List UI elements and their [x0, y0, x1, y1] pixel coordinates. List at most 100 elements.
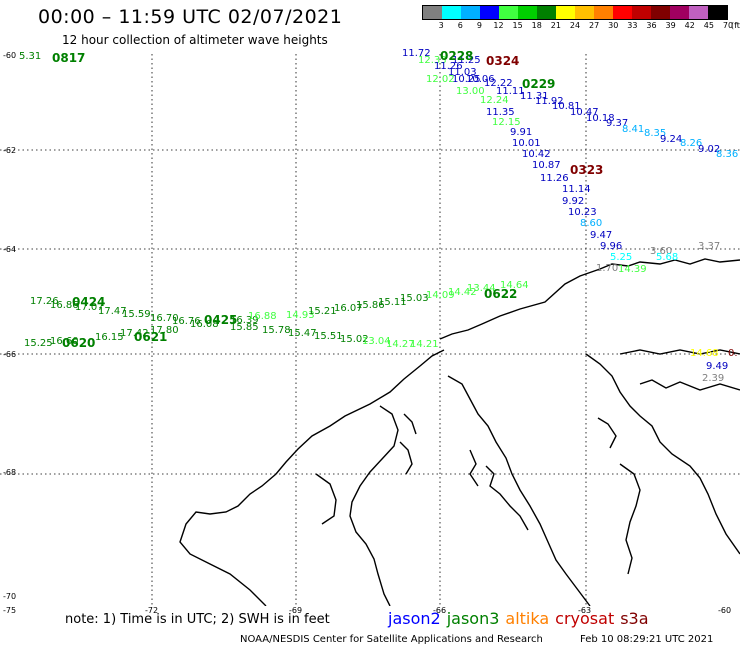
swh-value-label: 8.36 [716, 149, 739, 160]
swh-value-label: 13.04 [362, 336, 391, 347]
swh-value-label: 9.47 [590, 230, 613, 241]
swh-value-label: 17.26 [30, 296, 59, 307]
colorbar-swatch [499, 6, 518, 19]
colorbar-swatch [556, 6, 575, 19]
swh-value-label: 17.42 [120, 328, 149, 339]
generated-timestamp: Feb 10 08:29:21 UTC 2021 [580, 634, 714, 645]
satellite-legend-item: jason3 [446, 609, 500, 628]
swh-value-label: 12.22 [484, 78, 513, 89]
colorbar-swatch [518, 6, 537, 19]
swh-value-label: 10.25 [452, 74, 481, 85]
swh-value-label: 9.96 [600, 241, 623, 252]
satellite-legend-item: jason2 [388, 609, 441, 628]
swh-value-label: 16.76 [172, 316, 201, 327]
swh-value-label: 12.02 [426, 74, 455, 85]
swh-value-label: 15.51 [314, 331, 343, 342]
swh-value-label: 15.47 [288, 328, 317, 339]
lat-label: -70 [3, 592, 17, 601]
colorbar-tick: 42 [684, 21, 695, 30]
swh-value-label: 10.81 [552, 101, 581, 112]
pass-time-label: 0425 [204, 313, 238, 327]
lat-label: -68 [3, 468, 17, 477]
swh-value-label: 9.02 [698, 144, 721, 155]
satellite-legend-item: s3a [620, 609, 649, 628]
swh-value-label: 11.14 [562, 184, 591, 195]
swh-value-label: 10.18 [586, 113, 615, 124]
colorbar-swatch [480, 6, 499, 19]
swh-value-label: 10.23 [568, 207, 597, 218]
swh-value-label: 15.03 [400, 293, 429, 304]
swh-value-label: 1.70 [596, 263, 619, 274]
credit-line: NOAA/NESDIS Center for Satellite Applica… [240, 634, 543, 645]
lon-label: -69 [289, 606, 303, 615]
lat-label: -66 [3, 350, 17, 359]
swh-value-label: 12.24 [480, 95, 509, 106]
swh-value-label: 14.09 [426, 290, 455, 301]
colorbar-swatch [632, 6, 651, 19]
swh-value-label: 10.42 [522, 149, 551, 160]
colorbar-tick: 18 [531, 21, 542, 30]
swh-value-label: 16.60 [50, 336, 79, 347]
graticule [0, 54, 740, 606]
swh-value-label: 14.21 [410, 339, 439, 350]
swh-value-label: 14.42 [448, 287, 477, 298]
swh-value-label: 11.92 [535, 96, 564, 107]
swh-value-label: 16.70 [150, 313, 179, 324]
footnote: note: 1) Time is in UTC; 2) SWH is in fe… [65, 612, 330, 627]
swh-value-label: 8.41 [622, 124, 645, 135]
swh-value-label: 12.15 [492, 117, 521, 128]
map-area [0, 54, 740, 606]
lat-label: -60 [3, 51, 17, 60]
colorbar-tick: 9 [476, 21, 482, 30]
swh-value-label: 5.25 [610, 252, 633, 263]
lon-label: -72 [145, 606, 159, 615]
pass-time-label: 0323 [570, 163, 604, 177]
swh-value-label: 17.07 [75, 302, 104, 313]
swh-value-label: 10.01 [512, 138, 541, 149]
swh-value-label: 16.39 [230, 315, 259, 326]
swh-value-label: 10.87 [532, 160, 561, 171]
swh-value-label: 8.35 [644, 128, 667, 139]
swh-value-label: 14.93 [286, 310, 315, 321]
lon-label: -60 [718, 606, 732, 615]
pass-time-label: 0622 [484, 287, 518, 301]
lon-label: -66 [433, 606, 447, 615]
lat-label: -62 [3, 146, 17, 155]
swh-value-label: 9.37 [606, 118, 629, 129]
swh-value-label: 9.24 [660, 134, 683, 145]
swh-value-label: 11.72 [402, 48, 431, 59]
swh-value-label: 16.08 [190, 319, 219, 330]
swh-value-label: 17.47 [98, 306, 127, 317]
swh-value-label: 16.15 [95, 332, 124, 343]
swh-value-label: 16.07 [334, 303, 363, 314]
swh-value-label: 3.37 [698, 241, 721, 252]
swh-value-label: 10.47 [570, 107, 599, 118]
colorbar-tick: 27 [589, 21, 600, 30]
colorbar-tick: 21 [550, 21, 561, 30]
swh-value-label: 11.11 [496, 86, 525, 97]
colorbar-swatch [537, 6, 556, 19]
swh-value-label: 5.68 [656, 252, 679, 263]
swh-value-label: 17.80 [150, 325, 179, 336]
pass-time-label: 0424 [72, 295, 106, 309]
swh-value-label: 15.59 [122, 309, 151, 320]
swh-value-label: 9.92 [562, 196, 585, 207]
swh-value-label: 11.26 [540, 173, 569, 184]
swh-value-label: 15.25 [24, 338, 53, 349]
swh-value-label: 11.03 [448, 67, 477, 78]
colorbar-tick: 12 [493, 21, 504, 30]
colorbar-swatch [442, 6, 461, 19]
swh-value-label: 15.21 [308, 306, 337, 317]
colorbar-ticks: 3 6 9 12 15 18 21 24 27 30 33 36 39 42 45 70 [422, 21, 734, 33]
swh-value-label: 14.39 [618, 264, 647, 275]
swh-value-label: 0. [728, 348, 738, 359]
colorbar-swatch [594, 6, 613, 19]
swh-value-label: 14.27 [386, 339, 415, 350]
swh-value-label: 12.33 [418, 55, 447, 66]
pass-time-label: 0324 [486, 54, 520, 68]
pass-time-label: 0229 [522, 77, 556, 91]
swh-value-label: 15.85 [230, 322, 259, 333]
swh-value-label: 15.78 [262, 325, 291, 336]
pass-time-label: 0621 [134, 330, 168, 344]
swh-value-label: 13.00 [456, 86, 485, 97]
